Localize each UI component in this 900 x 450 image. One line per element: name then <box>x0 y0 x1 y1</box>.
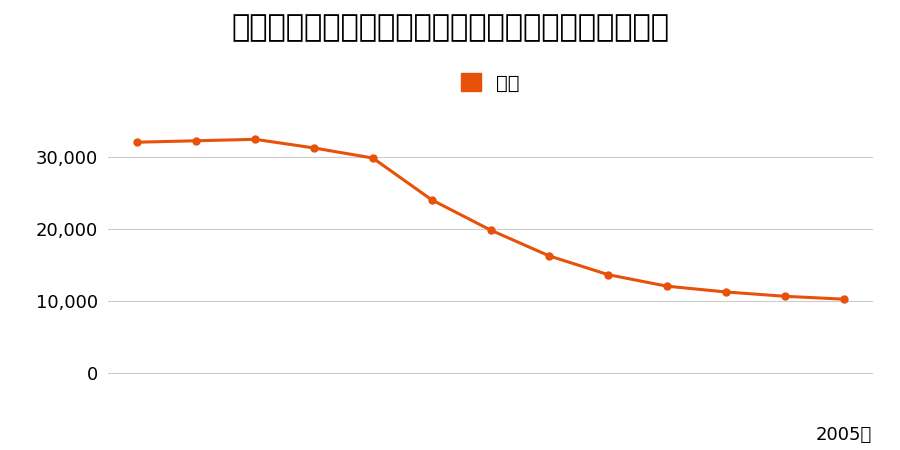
Text: 2005年: 2005年 <box>815 426 872 444</box>
Legend: 価格: 価格 <box>454 66 527 100</box>
Text: 宮城県仙台市青葉区芋沢字大竹原５番１１の地価推移: 宮城県仙台市青葉区芋沢字大竹原５番１１の地価推移 <box>231 14 669 42</box>
